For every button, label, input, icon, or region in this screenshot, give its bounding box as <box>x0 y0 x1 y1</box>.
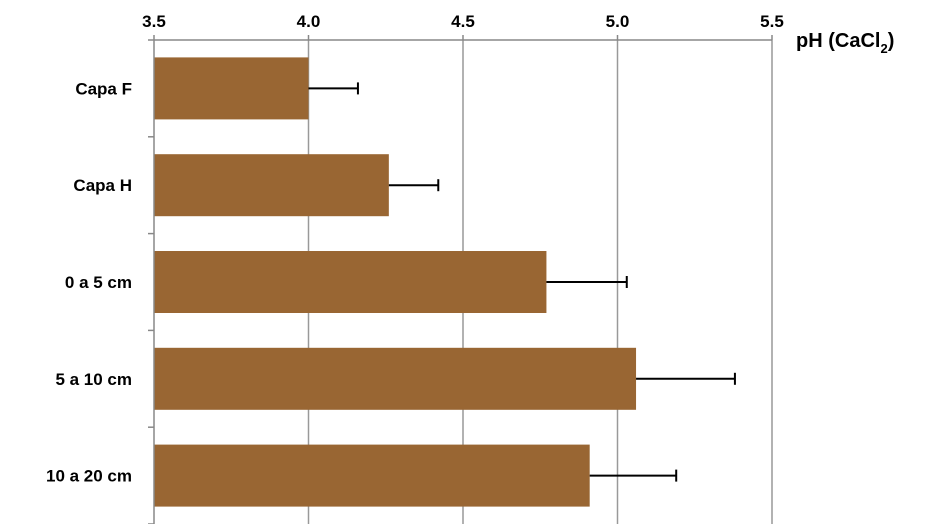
x-tick-label: 3.5 <box>142 12 166 31</box>
x-tick-label: 5.5 <box>760 12 784 31</box>
error-bars <box>308 82 736 482</box>
category-label: Capa H <box>73 176 132 195</box>
category-label: 10 a 20 cm <box>46 467 132 486</box>
x-axis-title-main: pH (CaCl <box>796 30 880 52</box>
category-label: Capa F <box>75 79 132 98</box>
x-axis-title: pH (CaCl2) <box>796 30 894 56</box>
x-tick-label: 4.5 <box>451 12 475 31</box>
x-axis-title-subscript: 2 <box>880 41 887 56</box>
category-labels: Capa F Capa H 0 a 5 cm 5 a 10 cm 10 a 20 cm <box>46 79 132 485</box>
x-axis-title-suffix: ) <box>888 30 895 52</box>
bar <box>154 57 309 120</box>
tick-labels: 3.5 4.0 4.5 5.0 5.5 <box>142 12 784 31</box>
bar <box>154 154 389 217</box>
bar <box>154 251 547 313</box>
x-tick-label: 5.0 <box>606 12 630 31</box>
x-tick-label: 4.0 <box>297 12 321 31</box>
bar <box>154 347 637 410</box>
axes <box>148 35 773 525</box>
category-label: 0 a 5 cm <box>65 273 132 292</box>
category-label: 5 a 10 cm <box>55 370 132 389</box>
bar <box>154 444 590 507</box>
bars <box>154 57 637 507</box>
